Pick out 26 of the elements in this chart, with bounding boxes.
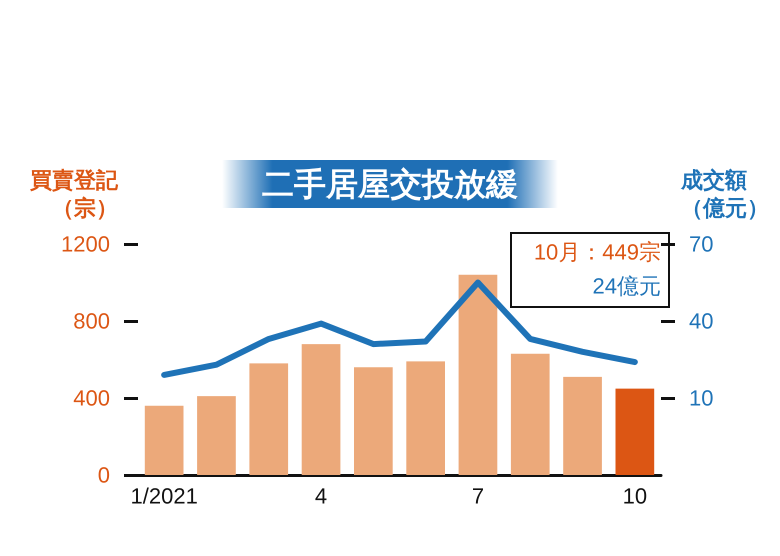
- bar: [510, 354, 550, 475]
- bar: [302, 344, 340, 475]
- x-tick-label: 7: [472, 484, 484, 508]
- y2-tick-label: 70: [689, 232, 714, 256]
- bar: [197, 396, 236, 475]
- bar: [354, 367, 393, 475]
- y2-axis-title: 成交額（億元）: [680, 168, 769, 220]
- bar: [144, 406, 184, 475]
- bar: [406, 361, 445, 475]
- x-tick-label: 1/2021: [130, 484, 198, 508]
- chart-title: 二手居屋交投放緩: [262, 166, 518, 202]
- y-axis-title: 買賣登記（宗）: [29, 168, 119, 220]
- bar: [563, 376, 602, 475]
- annotation: 10月：449宗: [534, 240, 661, 264]
- bar: [249, 363, 288, 475]
- x-tick-label: 10: [622, 484, 648, 508]
- y-tick-label: 800: [73, 308, 110, 334]
- y2-tick-label: 40: [689, 308, 714, 334]
- y-tick-label: 0: [98, 462, 110, 488]
- x-tick-label: 4: [314, 484, 328, 508]
- y-tick-label: 1200: [61, 232, 110, 256]
- annotation: 24億元: [592, 274, 661, 298]
- y2-tick-label: 10: [689, 386, 714, 410]
- y-tick-label: 400: [73, 386, 110, 410]
- bar: [616, 388, 654, 475]
- bar: [458, 274, 498, 475]
